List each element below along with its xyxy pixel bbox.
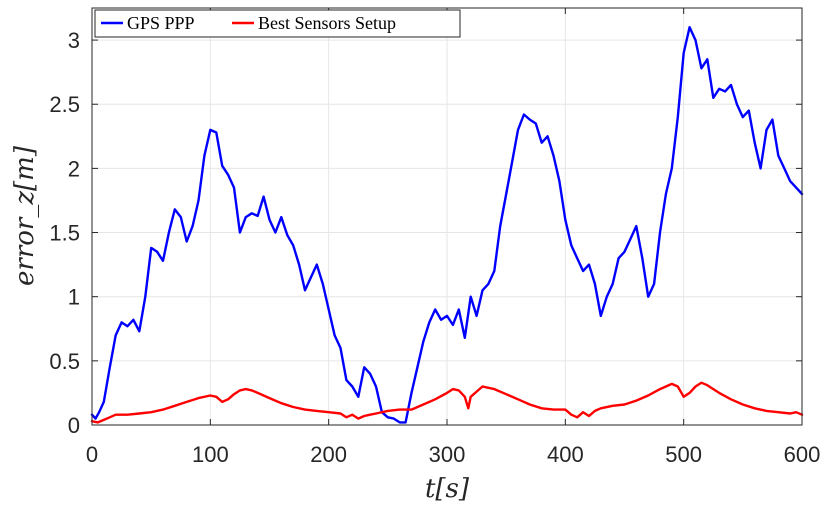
x-tick-label: 200 [310,442,347,467]
series-line-best-sensors-setup [90,381,804,424]
y-axis-label: error_z[m] [10,145,40,286]
y-tick-label: 2.5 [49,92,80,117]
y-tick-label: 0 [68,413,80,438]
axis-ticks [91,8,803,426]
legend-label-gps-ppp: GPS PPP [127,13,195,33]
x-tick-label: 100 [192,442,229,467]
x-tick-label: 400 [547,442,584,467]
legend: GPS PPP Best Sensors Setup [94,9,461,38]
y-tick-label: 0.5 [49,349,80,374]
y-tick-label: 3 [68,28,80,53]
series-lines [90,26,804,424]
series-line-gps-ppp [90,26,804,424]
x-tick-label: 0 [86,442,98,467]
x-tick-label: 600 [784,442,821,467]
x-tick-label: 500 [665,442,702,467]
x-axis-label: t[s] [425,474,470,504]
y-tick-label: 1.5 [49,221,80,246]
y-tick-label: 1 [68,285,80,310]
legend-label-best-sensors: Best Sensors Setup [258,13,396,33]
tick-labels: 0 100 200 300 400 500 600 0 0.5 1 1.5 2 2.5 3 [49,28,820,467]
legend-box [94,9,461,38]
y-tick-label: 2 [68,156,80,181]
x-tick-label: 300 [429,442,466,467]
